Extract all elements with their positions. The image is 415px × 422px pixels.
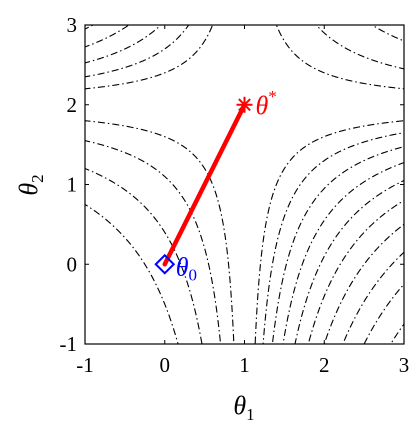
contour-lines (69, 0, 415, 344)
contour-line-5-1 (294, 179, 404, 344)
start-point-label: θ0 (176, 252, 197, 284)
contour-line-10-0 (85, 120, 235, 344)
contour-line-4-1 (307, 199, 404, 344)
y-tick-label: 3 (67, 13, 78, 37)
contour-line-3-1 (323, 223, 404, 344)
contour-line-10-1 (275, 25, 404, 90)
contour-line-4-0 (69, 0, 243, 18)
contour-line-9-0 (85, 25, 214, 90)
contour-line-11-1 (315, 25, 404, 70)
y-tick-label: 2 (67, 93, 78, 117)
contour-line-13-0 (85, 203, 179, 344)
x-tick-label: 3 (399, 353, 410, 377)
contour-line-0-1 (390, 323, 404, 344)
contour-line-5-0 (85, 25, 95, 30)
optimization-path (162, 102, 247, 267)
plot-frame (84, 24, 405, 345)
x-tick-label: 2 (319, 353, 330, 377)
x-tick-label: 1 (239, 353, 250, 377)
x-axis-label: θ1 (233, 391, 254, 422)
start-point-diamond (154, 253, 176, 275)
end-point-label: θ* (256, 87, 277, 120)
contour-line-1-1 (363, 283, 404, 344)
contour-line-11-0 (85, 140, 222, 344)
contour-line-6-0 (85, 25, 130, 48)
end-point-asterisk (238, 98, 251, 112)
y-tick-label: -1 (60, 332, 78, 356)
contour-line-9-1 (254, 120, 404, 344)
contour-line-13-1 (246, 0, 415, 14)
y-axis-label: θ2 (14, 174, 47, 195)
contour-line-12-0 (85, 167, 203, 344)
contour-line-12-1 (371, 25, 404, 42)
x-tick-label: 0 (160, 353, 171, 377)
x-tick-label: -1 (76, 353, 94, 377)
contour-line-7-1 (271, 146, 404, 344)
contour-line-2-1 (342, 251, 404, 344)
contour-line-8-1 (262, 132, 404, 344)
chart-marks: θ0 θ* (154, 87, 277, 284)
contour-line-8-0 (85, 25, 190, 78)
y-tick-label: 0 (67, 252, 78, 276)
contour-line-7-0 (85, 25, 162, 64)
contour-line-6-1 (282, 161, 404, 344)
axis-ticks: -1 0 1 2 3 -1 0 1 2 3 (60, 13, 410, 377)
y-tick-label: 1 (67, 173, 78, 197)
